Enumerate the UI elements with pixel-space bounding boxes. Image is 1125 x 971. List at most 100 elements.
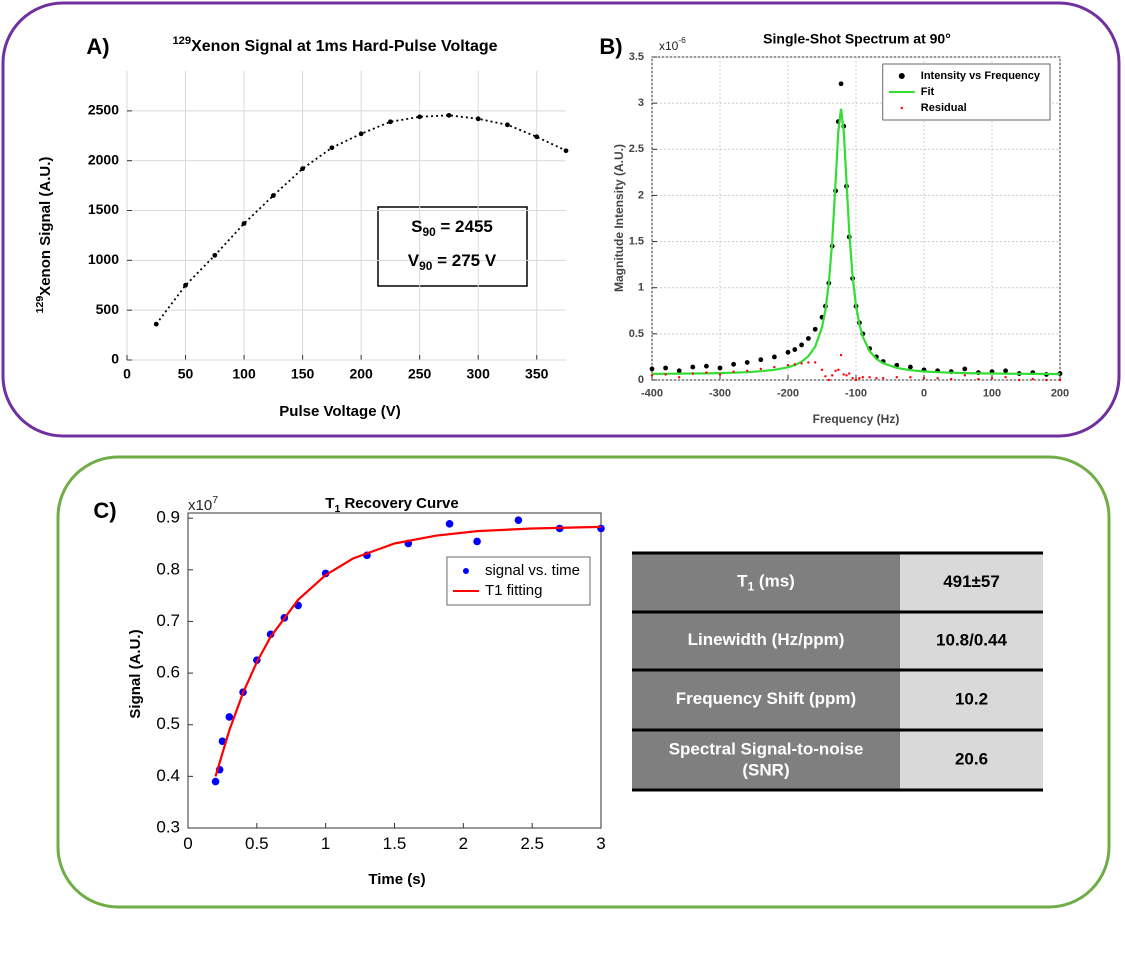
chart-title-part: 129 (172, 35, 191, 47)
legend-label: Intensity vs Frequency (921, 70, 1041, 82)
annotation-line-part: = 2455 (436, 217, 493, 236)
table-row-value: 10.8/0.44 (936, 630, 1007, 649)
x-tick-label: 1.5 (383, 834, 407, 853)
data-point (691, 372, 694, 375)
data-point (799, 342, 804, 348)
x-tick-label: 300 (467, 366, 491, 382)
legend-swatch (462, 568, 469, 574)
x-tick-label: 2 (459, 834, 468, 853)
table-row-value: 10.2 (955, 689, 988, 708)
x-tick-label: 250 (408, 366, 432, 382)
table-row-label-part: (ms) (754, 572, 795, 591)
annotation-line-part: S (411, 217, 422, 236)
legend: Intensity vs Frequency Fit Residual (882, 63, 1051, 121)
x-tick-label: 0 (183, 834, 192, 853)
y-tick-label: 0.5 (156, 714, 180, 733)
chart-title-part: Xenon Signal at 1ms Hard-Pulse Voltage (191, 38, 498, 55)
data-point (875, 376, 878, 380)
data-point (793, 363, 796, 366)
data-point (858, 376, 861, 380)
data-point (563, 148, 569, 154)
data-point (446, 112, 452, 118)
data-point (417, 114, 423, 120)
table-row-label-part: T (737, 572, 748, 591)
annotation-line: S90 = 2455 (411, 217, 493, 239)
data-point (851, 376, 854, 380)
y-tick-label: 1000 (88, 251, 119, 267)
table-value-cell (900, 730, 1043, 790)
x-tick-label: 100 (983, 387, 1001, 399)
x-tick-label: 150 (291, 366, 315, 382)
legend-label: Fit (921, 86, 935, 98)
data-point (218, 737, 227, 746)
data-point (812, 326, 818, 332)
annotation-line-part: 90 (419, 259, 433, 273)
x-tick-label: -100 (845, 387, 867, 399)
annotation-line-part: = 275 V (432, 251, 496, 270)
data-point (936, 376, 939, 380)
y-tick-label: 1.5 (629, 235, 644, 247)
data-point (977, 377, 980, 381)
x-tick-label: -400 (641, 387, 663, 399)
legend: signal vs. time T1 fitting (446, 556, 591, 606)
data-point (514, 516, 523, 525)
y-tick-label: 0.5 (629, 328, 644, 340)
table-row-value: 20.6 (955, 749, 988, 768)
data-point (388, 119, 393, 125)
chart-title-part: 1 (334, 503, 340, 515)
data-point (678, 376, 681, 379)
chart-title-part: T (325, 495, 334, 512)
data-point (990, 376, 994, 380)
x-axis-label: Time (s) (368, 871, 425, 888)
data-point (827, 378, 830, 382)
data-point (895, 376, 898, 379)
axis-multiplier: x10-6 (659, 35, 686, 53)
data-point (746, 369, 749, 372)
data-point (183, 282, 188, 288)
table-value-cell (900, 553, 1043, 612)
y-tick-label: 2.5 (629, 143, 644, 155)
data-point (717, 365, 723, 371)
axis-multiplier-part: -6 (678, 35, 686, 45)
table-row-label: (SNR) (742, 760, 789, 779)
series-line (651, 108, 1060, 376)
y-tick-label: 2 (638, 189, 644, 201)
data-point (732, 370, 735, 373)
data-point (834, 369, 837, 372)
x-tick-label: 350 (525, 366, 549, 382)
data-point (848, 372, 851, 375)
panel-label: A) (86, 34, 109, 59)
chart-title-part: Recovery Curve (340, 495, 458, 512)
data-point (664, 373, 667, 376)
data-point (842, 373, 845, 376)
x-axis-label: Pulse Voltage (V) (279, 403, 400, 420)
table-row-label: Spectral Signal-to-noise (669, 739, 864, 758)
data-point (854, 378, 858, 382)
legend-label: signal vs. time (485, 562, 580, 579)
data-point (950, 377, 953, 381)
data-point (785, 349, 791, 355)
chart-title: T1 Recovery Curve (325, 495, 458, 515)
data-point (731, 361, 736, 367)
data-point (838, 81, 844, 87)
axis-multiplier-part: x10 (659, 39, 679, 53)
table-value-cell (900, 612, 1043, 670)
x-tick-label: 2.5 (520, 834, 544, 853)
data-point (676, 368, 682, 374)
data-point (806, 336, 811, 341)
data-point (650, 374, 654, 377)
y-tick-label: 3.5 (629, 51, 644, 63)
data-point (270, 193, 276, 198)
chart-title: Single-Shot Spectrum at 90° (763, 31, 951, 47)
y-axis-label: Signal (A.U.) (127, 629, 144, 718)
table-header-cell (632, 612, 900, 670)
y-tick-label: 0.6 (156, 663, 180, 682)
data-point (759, 367, 762, 371)
data-point (329, 145, 335, 151)
x-tick-label: -300 (709, 387, 731, 399)
annotation-line: V90 = 275 V (408, 251, 497, 273)
y-tick-label: 0.7 (156, 611, 180, 630)
table-row-label: Frequency Shift (ppm) (676, 689, 856, 708)
data-point (814, 361, 817, 364)
